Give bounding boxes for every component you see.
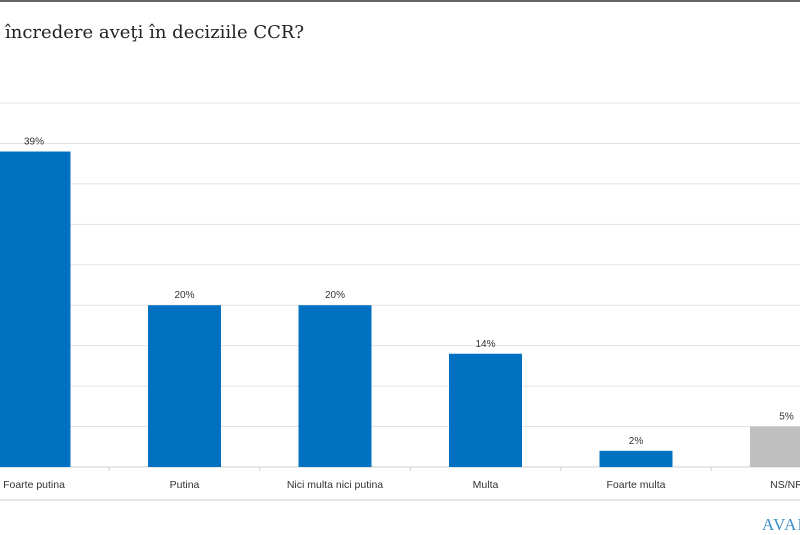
bar-4 bbox=[599, 450, 673, 467]
data-label-0: 39% bbox=[24, 137, 44, 148]
data-label-1: 20% bbox=[174, 290, 194, 301]
x-tick-label-1: Putina bbox=[170, 479, 200, 491]
data-label-4: 2% bbox=[629, 436, 644, 447]
data-label-3: 14% bbox=[475, 339, 495, 350]
top-border bbox=[0, 0, 800, 2]
data-label-2: 20% bbox=[325, 290, 345, 301]
x-tick-label-5: NS/NR bbox=[770, 479, 800, 491]
bar-1 bbox=[148, 305, 221, 467]
x-tick-label-3: Multa bbox=[473, 479, 499, 491]
x-tick-label-4: Foarte multa bbox=[607, 479, 666, 491]
bar-2 bbox=[298, 305, 372, 467]
bar-0 bbox=[0, 151, 71, 468]
chart-title: încredere aveţi în deciziile CCR? bbox=[5, 22, 305, 43]
x-tick-label-0: Foarte putina bbox=[3, 479, 65, 491]
bar-5 bbox=[750, 426, 800, 467]
data-label-5: 5% bbox=[779, 412, 794, 423]
bar-3 bbox=[449, 353, 522, 467]
brand-logo: AVAN bbox=[762, 515, 800, 534]
x-tick-label-2: Nici multa nici putina bbox=[287, 479, 383, 491]
